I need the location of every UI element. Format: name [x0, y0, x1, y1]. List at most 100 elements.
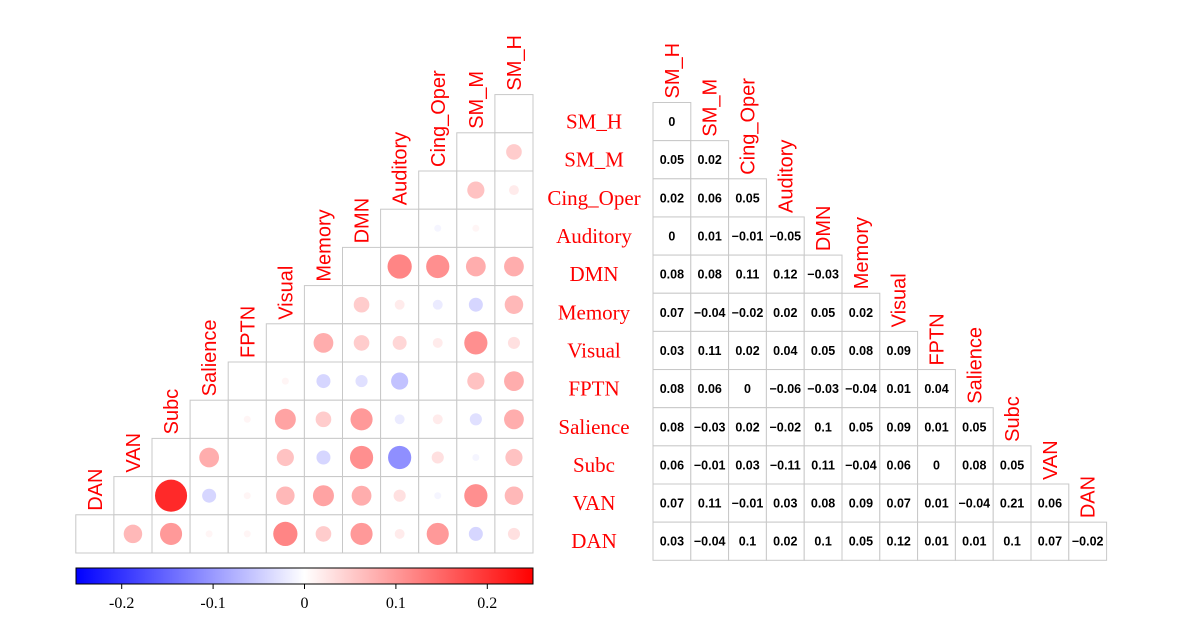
correlation-circle — [467, 181, 485, 199]
table-cell — [803, 369, 843, 409]
correlation-value: 0.05 — [1000, 458, 1024, 472]
correlation-circle — [434, 492, 442, 500]
correlation-value: 0.06 — [887, 458, 911, 472]
correlation-value: 0.02 — [773, 535, 797, 549]
circle-column-label: Salience — [199, 319, 221, 396]
table-cell — [690, 445, 730, 485]
table-column-label: VAN — [1040, 440, 1062, 480]
table-cell — [690, 483, 730, 523]
correlation-value: 0.06 — [698, 191, 722, 205]
correlation-value: −0.02 — [732, 306, 764, 320]
correlation-circle — [353, 296, 370, 313]
correlation-circle — [205, 530, 213, 538]
table-cell — [765, 483, 805, 523]
correlation-value: 0.01 — [924, 497, 948, 511]
row-label: Auditory — [556, 224, 632, 248]
correlation-value: −0.01 — [732, 497, 764, 511]
correlation-circle — [316, 374, 331, 389]
circle-column-label: DAN — [85, 469, 107, 511]
table-column-label: Visual — [889, 273, 911, 327]
circle-cell — [189, 399, 229, 439]
table-cell — [841, 483, 881, 523]
correlation-circle — [467, 372, 485, 390]
correlation-circle — [464, 331, 488, 355]
circle-cell — [380, 208, 420, 248]
correlation-circle — [394, 414, 405, 425]
circle-column-label: SM_M — [466, 71, 488, 129]
correlation-value: 0.02 — [660, 191, 684, 205]
correlation-circle — [469, 413, 482, 426]
table-cell — [690, 140, 730, 180]
numeric-correlation-table: 0 SM_H 0.05 0.02 SM_M 0.02 0.06 0.05 Cing_Oper 0 0… — [652, 43, 1108, 561]
correlation-circle — [123, 524, 143, 544]
correlation-circle — [431, 451, 444, 464]
correlation-value: 0.02 — [698, 153, 722, 167]
correlation-value: 0.05 — [849, 535, 873, 549]
table-cell — [917, 369, 956, 409]
correlation-value: 0.02 — [773, 306, 797, 320]
correlation-value: 0.03 — [660, 535, 684, 549]
correlation-circle — [355, 375, 368, 388]
correlation-value: 0.06 — [660, 458, 684, 472]
table-cell — [803, 483, 843, 523]
table-column-label: Cing_Oper — [738, 78, 760, 175]
correlation-value: 0.08 — [849, 344, 873, 358]
correlation-value: −0.01 — [694, 458, 726, 472]
row-label: Memory — [558, 300, 631, 324]
table-cell — [765, 369, 805, 409]
correlation-circle — [432, 414, 443, 425]
correlation-value: 0 — [668, 230, 675, 244]
row-label: FPTN — [568, 377, 619, 401]
correlation-value: −0.03 — [694, 420, 726, 434]
correlation-circle — [313, 333, 334, 353]
correlation-circle — [199, 447, 220, 468]
correlation-circle — [505, 448, 523, 467]
correlation-circle — [315, 411, 332, 428]
correlation-value: 0.09 — [887, 344, 911, 358]
correlation-value: 0.01 — [924, 535, 948, 549]
correlation-value: 0.1 — [814, 535, 831, 549]
correlation-value: −0.06 — [769, 382, 801, 396]
correlation-value: 0.08 — [698, 268, 722, 282]
row-label: DAN — [571, 529, 617, 553]
table-cell — [728, 216, 767, 256]
correlation-value: 0.05 — [811, 306, 835, 320]
correlation-value: 0.01 — [962, 535, 986, 549]
correlation-circle — [392, 335, 407, 350]
circle-cell — [303, 361, 343, 401]
correlation-circle — [468, 526, 483, 541]
table-cell — [728, 292, 767, 332]
correlation-circle — [350, 408, 373, 431]
circle-column-label: Memory — [313, 209, 335, 281]
table-cell — [728, 330, 767, 371]
colorbar-tick-label: -0.1 — [200, 595, 225, 612]
correlation-value: 0.03 — [660, 344, 684, 358]
circle-cell — [456, 246, 496, 287]
correlation-circle — [507, 527, 521, 540]
correlation-value: 0 — [668, 115, 675, 129]
correlation-circle — [281, 377, 289, 385]
correlation-value: 0.02 — [735, 420, 759, 434]
circle-correlation-plot: SM_H SM_M Cing_Oper Auditory DMN Memory Visual… — [75, 35, 534, 554]
correlation-value: 0.04 — [773, 344, 797, 358]
correlation-value: 0.04 — [924, 382, 948, 396]
table-cell — [803, 292, 843, 332]
correlation-value: 0.08 — [811, 497, 835, 511]
correlation-circle — [504, 256, 524, 277]
circle-column-label: Visual — [275, 266, 297, 320]
row-label: Salience — [558, 415, 629, 439]
correlation-value: −0.11 — [770, 458, 801, 472]
correlation-value: 0.08 — [660, 382, 684, 396]
colorbar-tick-label: -0.2 — [109, 595, 134, 612]
circle-cell — [227, 437, 267, 478]
colorbar-tick-label: 0 — [301, 595, 309, 612]
correlation-value: 0.02 — [735, 344, 759, 358]
correlation-circle — [472, 454, 480, 461]
table-cell — [652, 292, 692, 332]
table-cell — [954, 407, 994, 447]
correlation-value: −0.01 — [732, 230, 764, 244]
circle-cell — [418, 170, 458, 210]
correlation-circle — [434, 224, 442, 232]
table-cell — [690, 178, 730, 218]
correlation-value: 0.11 — [811, 458, 835, 472]
